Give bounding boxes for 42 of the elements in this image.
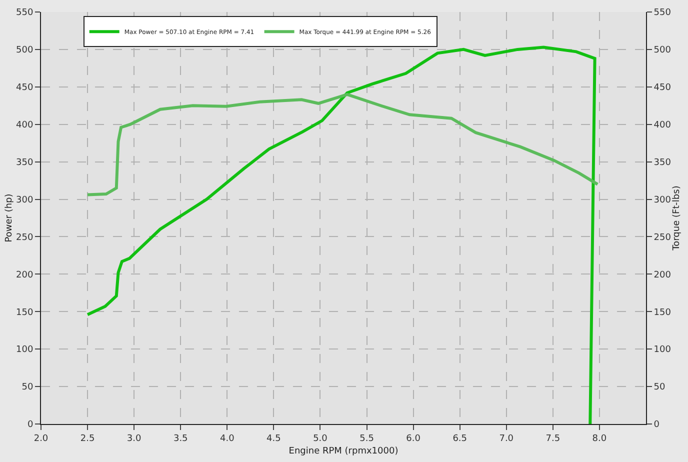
x-tick-label: 5.5 [360,434,374,444]
x-axis-title: Engine RPM (rpmx1000) [288,446,398,457]
y2-tick-label: 50 [654,382,666,393]
y2-tick-label: 550 [654,8,672,18]
y2-tick-label: 250 [654,232,672,243]
y2-tick-label: 100 [654,345,672,356]
y-tick-label: 400 [16,120,34,131]
x-tick-label: 8.0 [592,434,607,444]
y-tick-label: 50 [22,382,34,393]
x-tick-label: 7.5 [546,434,560,444]
y-tick-label: 550 [16,8,34,18]
y-tick-label: 450 [16,83,34,94]
y-tick-label: 0 [27,420,34,430]
line-series [86,92,600,196]
y-tick-label: 350 [16,158,34,168]
y2-tick-label: 300 [654,195,672,206]
y2-axis-title: Torque (Ft-lbs) [672,186,682,252]
x-tick-label: 6.5 [452,434,468,444]
y2-tick-label: 200 [654,270,672,280]
y2-tick-label: 400 [654,120,672,131]
x-tick-label: 2.5 [80,434,95,444]
y-tick-label: 250 [16,232,34,243]
y2-tick-label: 350 [654,158,672,168]
x-tick-label: 3.0 [126,434,142,444]
x-tick-label: 3.5 [173,434,188,444]
y2-tick-label: 150 [654,308,672,318]
y2-tick-label: 500 [654,46,672,56]
y-tick-label: 200 [16,270,34,280]
line-series [86,46,596,424]
y-tick-label: 150 [16,308,34,318]
y-axis-title: Power (hp) [4,194,14,242]
x-tick-label: 5.0 [313,434,328,444]
x-tick-label: 2.0 [34,434,48,444]
y-tick-label: 500 [16,46,34,56]
y2-tick-label: 0 [654,420,660,430]
y-tick-label: 100 [16,345,34,356]
x-tick-label: 7.0 [499,434,514,444]
x-tick-label: 6.0 [406,434,421,444]
x-tick-label: 4.0 [220,434,235,444]
x-tick-label: 4.5 [266,434,281,444]
y-tick-label: 300 [16,195,34,206]
y2-tick-label: 450 [654,83,672,94]
